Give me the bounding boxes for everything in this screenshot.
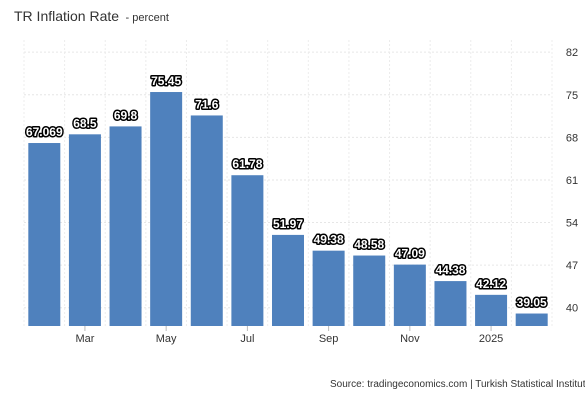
- bar-2024-05: [150, 92, 183, 327]
- data-label-2025-02: 39.05: [517, 296, 547, 310]
- x-tick-label: 2025: [479, 333, 503, 345]
- bar-2024-11: [393, 264, 426, 326]
- bar-2024-08: [272, 234, 304, 326]
- data-label-2024-08: 51.97: [273, 217, 303, 231]
- data-label-2024-10: 48.58: [354, 238, 384, 252]
- bar-2025-01: [475, 294, 508, 326]
- bar-2024-04: [109, 126, 142, 326]
- x-tick-label: Jul: [240, 333, 254, 345]
- bars: [28, 92, 548, 327]
- bar-2024-12: [434, 281, 467, 326]
- chart-title-block: TR Inflation Rate - percent: [14, 8, 169, 26]
- chart-subtitle: - percent: [125, 12, 169, 24]
- x-tick-label: May: [156, 333, 177, 345]
- inflation-bar-chart: 40 47 54 61 68 75 82 Mar May Jul Sep Nov 2025 67.06…: [23, 40, 578, 345]
- data-label-2024-09: 49.38: [314, 233, 344, 247]
- data-label-2024-03: 68.5: [73, 116, 97, 130]
- y-axis-ticks: 40 47 54 61 68 75 82: [566, 47, 578, 315]
- x-tick-label: Sep: [319, 333, 339, 345]
- chart-title: TR Inflation Rate: [14, 8, 120, 24]
- bar-2024-07: [231, 175, 264, 326]
- bar-2024-03: [68, 134, 101, 326]
- y-tick-label: 82: [566, 47, 578, 59]
- y-tick-label: 54: [566, 218, 578, 230]
- y-tick-label: 47: [566, 260, 578, 272]
- data-label-2024-11: 47.09: [395, 247, 425, 261]
- bar-2025-02: [515, 313, 548, 326]
- data-label-2024-05: 75.45: [151, 74, 181, 88]
- y-tick-label: 75: [566, 90, 578, 102]
- data-label-2024-06: 71.6: [195, 97, 219, 111]
- x-tick-label: Nov: [400, 333, 420, 345]
- source-attribution: Source: tradingeconomics.com | Turkish S…: [330, 379, 585, 390]
- y-tick-label: 61: [566, 175, 578, 187]
- data-label-2024-07: 61.78: [232, 157, 262, 171]
- y-tick-label: 68: [566, 132, 578, 144]
- bar-2024-09: [312, 250, 345, 326]
- data-labels: 67.069 68.5 69.8 75.45 71.6 61.78 51.97 49.38 48…: [24, 73, 548, 311]
- data-label-2024-04: 69.8: [114, 108, 138, 122]
- y-tick-label: 40: [566, 303, 578, 315]
- bar-2024-02: [28, 143, 61, 326]
- x-axis-ticks: Mar May Jul Sep Nov 2025: [75, 326, 503, 345]
- x-tick-label: Mar: [75, 333, 94, 345]
- data-label-2025-01: 42.12: [476, 277, 506, 291]
- bar-2024-06: [190, 115, 223, 326]
- bar-2024-10: [353, 255, 386, 326]
- data-label-2024-12: 44.38: [435, 263, 465, 277]
- data-label-2024-02: 67.069: [26, 125, 63, 139]
